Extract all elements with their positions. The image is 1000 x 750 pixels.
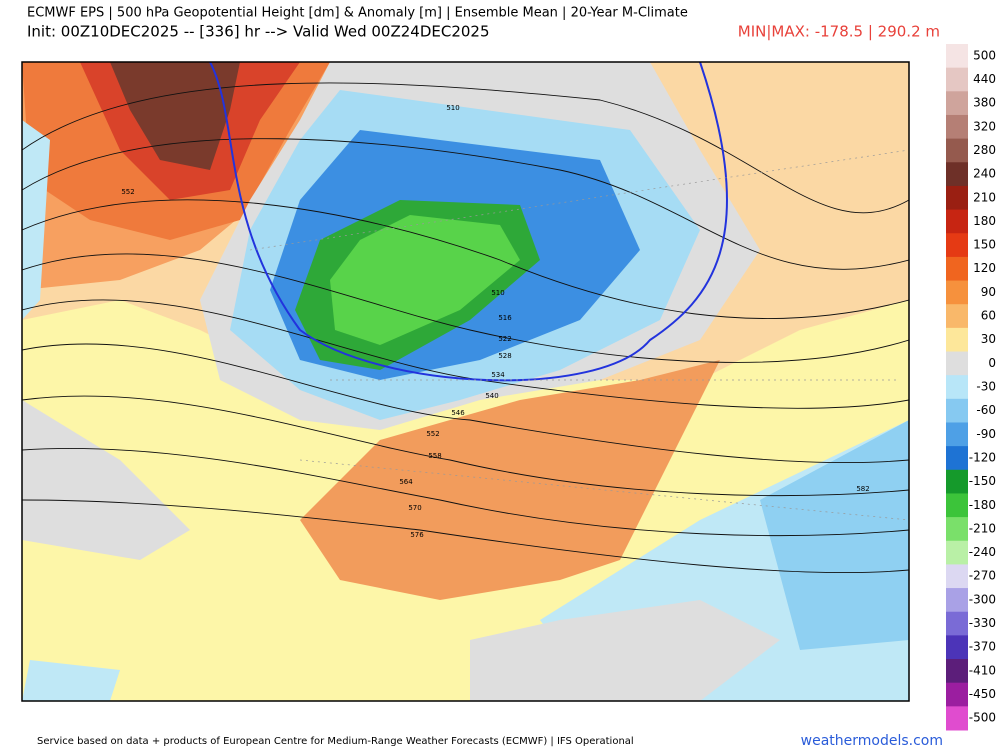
colorbar-label: -300 [969, 592, 996, 606]
colorbar-swatch [946, 280, 968, 305]
colorbar-label: 60 [981, 309, 996, 323]
colorbar-label: 30 [981, 332, 996, 346]
colorbar-swatch [946, 67, 968, 92]
colorbar-label: 380 [973, 96, 996, 110]
colorbar-swatch [946, 162, 968, 187]
colorbar-label: -30 [976, 380, 996, 394]
colorbar-swatch [946, 706, 968, 731]
contour-label: 540 [485, 392, 498, 400]
contour-label: 570 [408, 504, 421, 512]
min-max: MIN|MAX: -178.5 | 290.2 m [738, 23, 940, 41]
colorbar-label: 500 [973, 48, 996, 62]
colorbar-label: -180 [969, 498, 996, 512]
colorbar-label: -370 [969, 640, 996, 654]
colorbar-swatch [946, 351, 968, 376]
colorbar-swatch [946, 44, 968, 69]
colorbar-label: 150 [973, 238, 996, 252]
colorbar-swatch [946, 469, 968, 494]
colorbar-label: -240 [969, 545, 996, 559]
map [22, 62, 909, 701]
contours [22, 62, 909, 574]
colorbar-label: -120 [969, 450, 996, 464]
credit: Service based on data + products of Euro… [37, 736, 634, 747]
colorbar-label: 120 [973, 261, 996, 275]
contour-label: 582 [856, 485, 869, 493]
colorbar: 500 440 380 320 280 240 210 180 150 120 90 60 30 0 -30… [946, 44, 996, 731]
contour-label: 546 [451, 409, 465, 417]
contour-label: 558 [428, 452, 441, 460]
colorbar-swatch [946, 588, 968, 613]
colorbar-swatch [946, 185, 968, 211]
colorbar-swatch [946, 682, 968, 707]
contour-label: 576 [410, 531, 424, 539]
contour-label: 516 [498, 314, 512, 322]
colorbar-swatch [946, 233, 968, 258]
subtitle: Init: 00Z10DEC2025 -- [336] hr --> Valid… [27, 23, 490, 41]
colorbar-swatch [946, 422, 968, 447]
title: ECMWF EPS | 500 hPa Geopotential Height … [27, 6, 688, 21]
colorbar-label: 0 [988, 356, 996, 370]
colorbar-label: -150 [969, 474, 996, 488]
colorbar-label: 90 [981, 285, 996, 299]
colorbar-swatch [946, 611, 968, 636]
colorbar-swatch [946, 114, 968, 140]
contour-label: 510 [446, 104, 459, 112]
contour-label: 564 [399, 478, 413, 486]
colorbar-swatch [946, 517, 968, 542]
colorbar-swatch [946, 564, 968, 589]
colorbar-swatch [946, 375, 968, 400]
colorbar-swatch [946, 493, 968, 518]
colorbar-label: -500 [969, 711, 996, 725]
colorbar-label: -90 [976, 427, 996, 441]
colorbar-label: 280 [973, 143, 996, 157]
colorbar-swatch [946, 327, 968, 353]
contour-label: 528 [498, 352, 511, 360]
colorbar-label: -450 [969, 687, 996, 701]
colorbar-label: 320 [973, 119, 996, 133]
colorbar-label: -60 [976, 403, 996, 417]
colorbar-label: -210 [969, 521, 996, 535]
map-frame [21, 61, 910, 702]
colorbar-label: -270 [969, 569, 996, 583]
colorbar-swatch [946, 446, 968, 471]
colorbar-swatch [946, 209, 968, 234]
site: weathermodels.com [801, 733, 943, 749]
contour-label: 510 [491, 289, 504, 297]
colorbar-label: 240 [973, 167, 996, 181]
colorbar-swatch [946, 91, 968, 116]
colorbar-swatch [946, 256, 968, 282]
colorbar-swatch [946, 398, 968, 423]
colorbar-label: 180 [973, 214, 996, 228]
contour-label: 552 [426, 430, 439, 438]
colorbar-swatch [946, 138, 968, 163]
contour-label: 534 [491, 371, 505, 379]
colorbar-label: 210 [973, 190, 996, 204]
colorbar-swatch [946, 304, 968, 329]
contour-label: 552 [121, 188, 134, 196]
colorbar-label: -410 [969, 663, 996, 677]
colorbar-label: 440 [973, 72, 996, 86]
colorbar-label: -330 [969, 616, 996, 630]
colorbar-swatch [946, 540, 968, 565]
colorbar-swatch [946, 659, 968, 684]
contour-label: 522 [498, 335, 511, 343]
colorbar-swatch [946, 635, 968, 660]
